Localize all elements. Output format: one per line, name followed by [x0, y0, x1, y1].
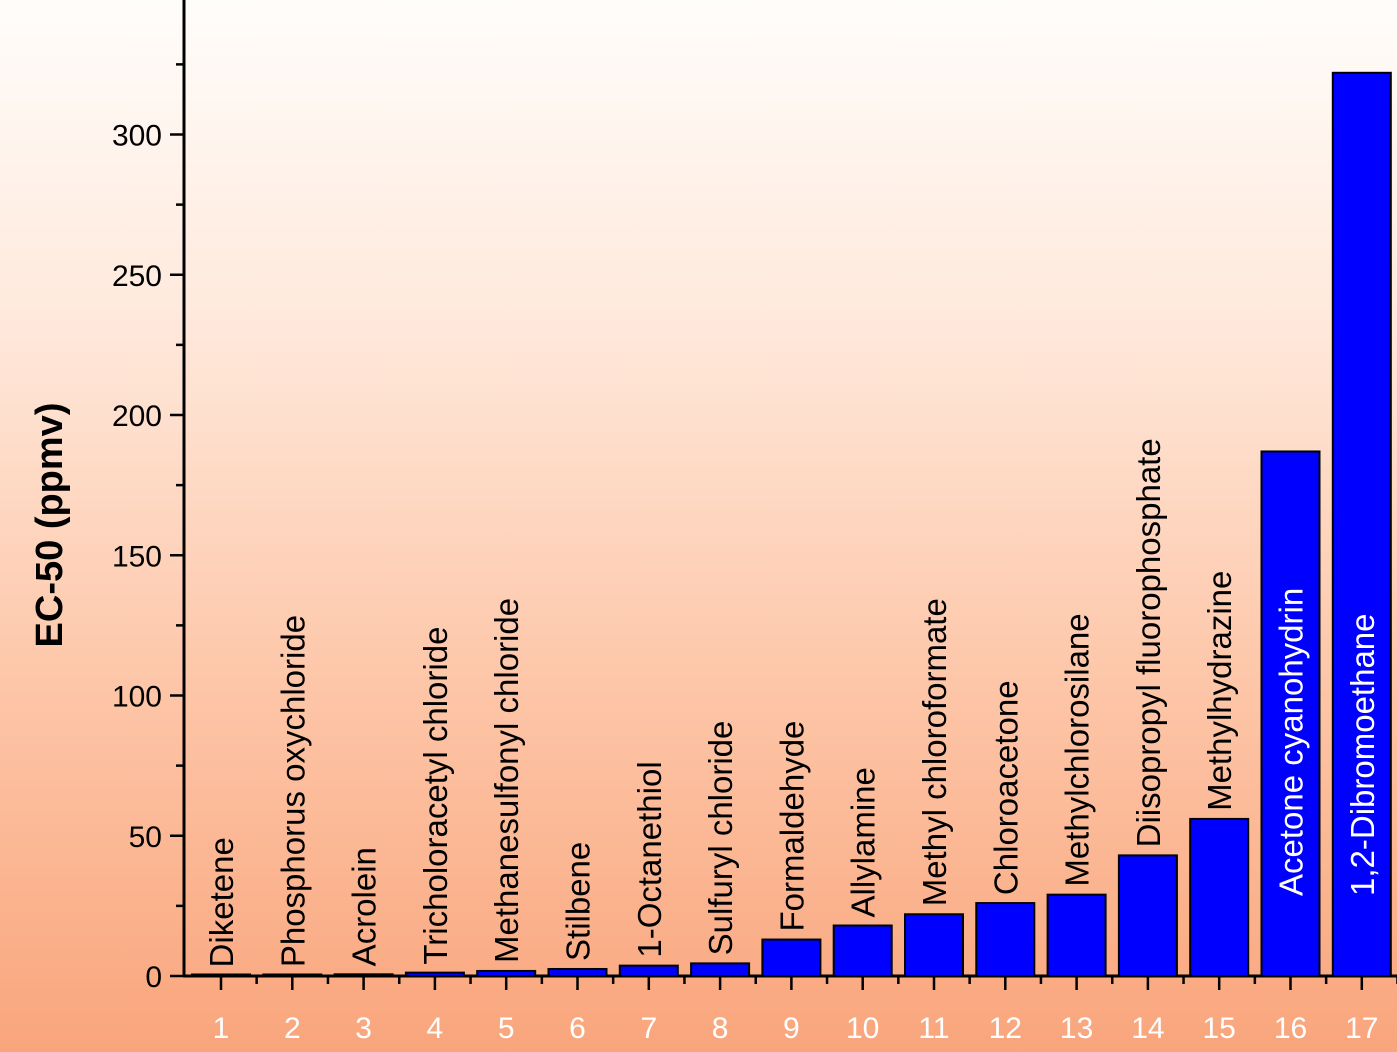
bar-label: Diisopropyl fluorophosphate [1130, 438, 1167, 847]
x-tick-label: 9 [783, 1012, 800, 1045]
y-tick-label: 250 [112, 260, 162, 293]
x-tick-label: 17 [1345, 1012, 1378, 1045]
bar [1260, 450, 1321, 977]
y-tick-label: 200 [112, 400, 162, 433]
bar [618, 964, 679, 978]
y-axis-label: EC-50 (ppmv) [29, 403, 71, 648]
bar-label: 1-Octanethiol [631, 761, 668, 957]
bar [404, 971, 465, 977]
x-tick-label: 14 [1131, 1012, 1164, 1045]
y-tick-label: 0 [145, 961, 162, 994]
x-tick-label: 8 [712, 1012, 729, 1045]
x-tick-label: 13 [1060, 1012, 1093, 1045]
x-tick-label: 12 [989, 1012, 1022, 1045]
y-tick-label: 100 [112, 681, 162, 714]
x-tick-label: 5 [498, 1012, 515, 1045]
bar-label: Methylchlorosilane [1059, 613, 1096, 886]
bar-label: Acrolein [346, 847, 383, 966]
bar [1117, 854, 1178, 978]
bar [690, 962, 751, 978]
bar [333, 973, 394, 978]
bars [191, 71, 1392, 978]
x-tick-label: 4 [427, 1012, 444, 1045]
bar-label: 1,2-Dibromoethane [1344, 614, 1381, 897]
bar [1331, 71, 1392, 978]
bar [761, 938, 822, 977]
x-tick-label: 15 [1203, 1012, 1236, 1045]
bar [547, 967, 608, 977]
bar [832, 924, 893, 978]
y-tick-label: 50 [129, 821, 162, 854]
bar [1046, 893, 1107, 978]
bar [904, 913, 964, 977]
bar-label: Acetone cyanohydrin [1273, 588, 1310, 896]
bar-label: Methylhydrazine [1201, 571, 1238, 811]
bar [476, 969, 537, 977]
bar [262, 973, 323, 977]
x-tick-label: 11 [918, 1012, 949, 1045]
bar-label: Formaldehyde [773, 721, 810, 932]
bar [191, 973, 251, 977]
x-tick-label: 3 [355, 1012, 372, 1045]
x-tick-label: 6 [569, 1012, 586, 1045]
x-tick-label: 7 [640, 1012, 657, 1045]
bar-label: Sulfuryl chloride [702, 721, 739, 956]
x-tick-label: 16 [1274, 1012, 1307, 1045]
bar-label: Allylamine [845, 767, 882, 917]
bar-label: Methyl chloroformate [916, 598, 953, 906]
bar-label: Chloroacetone [987, 680, 1024, 895]
bar-label: Phosphorus oxychloride [274, 615, 311, 967]
y-tick-label: 300 [112, 120, 162, 153]
x-ticks: 1 2 3 4 5 6 7 8 9 10 11 12 13 14 15 16 17 [213, 976, 1397, 1045]
x-tick-label: 1 [213, 1012, 230, 1045]
bar-label: Diketene [203, 837, 240, 967]
x-tick-label: 10 [846, 1012, 879, 1045]
bar-labels: Diketene Phosphorus oxychloride Acrolein Tr… [203, 438, 1381, 967]
bar-label: Stilbene [560, 842, 597, 961]
bar [1189, 817, 1250, 977]
x-tick-label: 2 [284, 1012, 301, 1045]
bar-label: Methanesulfonyl chloride [488, 598, 525, 963]
bar-label: Tricholoracetyl chloride [417, 627, 454, 965]
y-ticks: 0 50 100 150 200 250 300 [112, 63, 184, 994]
y-tick-label: 150 [112, 540, 162, 573]
bar [975, 902, 1036, 978]
